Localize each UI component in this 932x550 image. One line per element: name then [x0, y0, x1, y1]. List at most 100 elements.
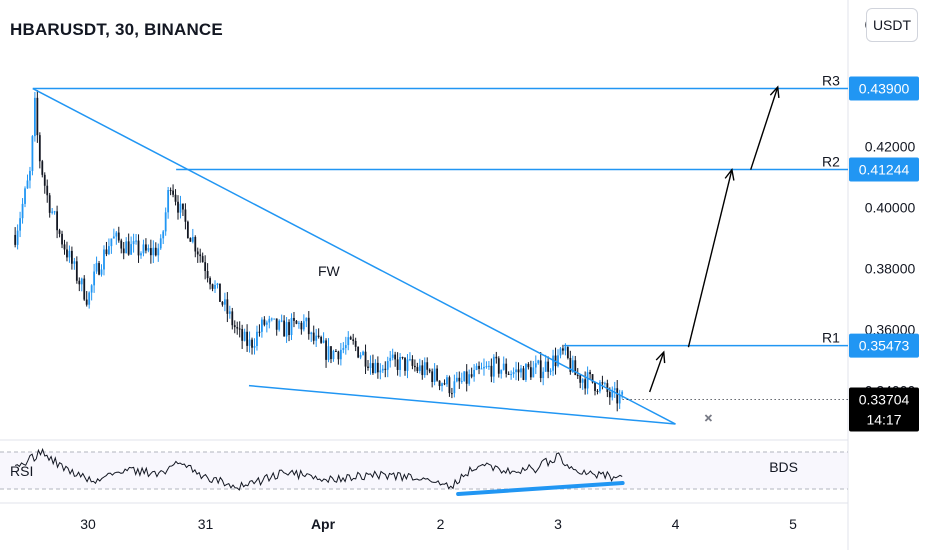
candle-208	[527, 362, 530, 370]
candle-211	[534, 355, 537, 375]
candle-body	[115, 232, 118, 237]
candle-68	[182, 203, 184, 217]
candle-body	[438, 380, 441, 387]
rsi-divergence-line	[456, 481, 625, 496]
candle-135	[347, 331, 350, 351]
candle-body	[110, 238, 113, 247]
candle-body	[515, 369, 517, 373]
invalidation-cross-icon	[704, 414, 713, 422]
candle-109	[283, 315, 286, 337]
candle-159	[406, 354, 409, 379]
candle-body	[470, 374, 473, 377]
candle-body	[485, 366, 488, 368]
candle-body	[409, 359, 411, 361]
candle-body	[576, 375, 579, 377]
candle-body	[201, 256, 204, 263]
candle-170	[433, 363, 436, 386]
candle-185	[470, 367, 473, 379]
candle-body	[78, 280, 81, 285]
candle-body	[386, 361, 389, 370]
candle-234	[591, 374, 594, 384]
candle-body	[108, 246, 110, 255]
candle-body	[502, 363, 505, 370]
candle-body	[214, 284, 216, 289]
candle-body	[41, 161, 44, 175]
candle-155	[396, 352, 399, 376]
candle-body	[450, 393, 453, 395]
candle-19	[61, 230, 63, 249]
candle-42	[117, 226, 120, 243]
candle-129	[332, 349, 335, 362]
candle-body	[436, 368, 438, 381]
candle-body	[154, 247, 157, 256]
candle-204	[517, 362, 520, 381]
candle-96	[251, 337, 253, 355]
currency-unit-button[interactable]: USDT	[866, 8, 918, 42]
candle-102	[265, 320, 268, 333]
candle-13	[46, 179, 49, 203]
candle-35	[100, 264, 103, 277]
candle-76	[201, 252, 204, 263]
candle-184	[468, 369, 471, 386]
candle-236	[596, 389, 599, 395]
candle-66	[177, 195, 179, 220]
candle-body	[381, 368, 384, 371]
candle-47	[130, 236, 133, 255]
candle-133	[342, 342, 345, 354]
candle-105	[273, 318, 276, 320]
candle-3	[21, 198, 24, 224]
candle-body	[256, 331, 258, 347]
candle-57	[154, 242, 157, 257]
candle-87	[228, 305, 231, 319]
candle-182	[463, 371, 466, 382]
candle-body	[71, 250, 73, 264]
candle-176	[448, 375, 451, 397]
candle-body	[431, 371, 434, 382]
candle-body	[73, 261, 76, 264]
candle-body	[164, 212, 167, 232]
candle-body	[152, 247, 155, 256]
candle-31	[90, 284, 93, 301]
candle-232	[586, 366, 589, 395]
candle-148	[379, 363, 382, 380]
candle-body	[157, 248, 160, 256]
candle-body	[295, 320, 298, 324]
candle-54	[147, 244, 150, 253]
candle-body	[599, 382, 601, 392]
candle-1	[16, 224, 19, 250]
candle-156	[399, 353, 401, 377]
candle-body	[579, 375, 582, 383]
candle-193	[490, 358, 493, 383]
candle-158	[404, 357, 406, 376]
candle-body	[399, 357, 401, 370]
candle-body	[300, 322, 303, 330]
candle-body	[270, 318, 273, 320]
candle-body	[66, 249, 68, 258]
candle-73	[194, 235, 197, 258]
candle-body	[357, 346, 360, 358]
candle-43	[120, 238, 123, 254]
candle-body	[557, 355, 559, 367]
projection-arrow-1	[648, 350, 666, 393]
candle-94	[246, 324, 248, 352]
candle-body	[574, 360, 577, 376]
candle-body	[122, 248, 125, 254]
candle-141	[362, 350, 364, 356]
price-tick-label: 0.40000	[865, 200, 916, 216]
candle-114	[295, 320, 298, 325]
candle-body	[364, 351, 367, 367]
candle-218	[552, 349, 554, 377]
candle-29	[85, 291, 88, 307]
candle-body	[426, 362, 429, 370]
candle-207	[525, 363, 527, 382]
candle-body	[100, 269, 103, 275]
candle-body	[93, 271, 96, 286]
annotation-bds: BDS	[769, 459, 798, 475]
candle-39	[110, 238, 113, 254]
candle-body	[362, 351, 364, 356]
candle-99	[258, 324, 261, 337]
candle-118	[305, 317, 308, 328]
candle-134	[344, 336, 347, 355]
candle-24	[73, 257, 76, 270]
